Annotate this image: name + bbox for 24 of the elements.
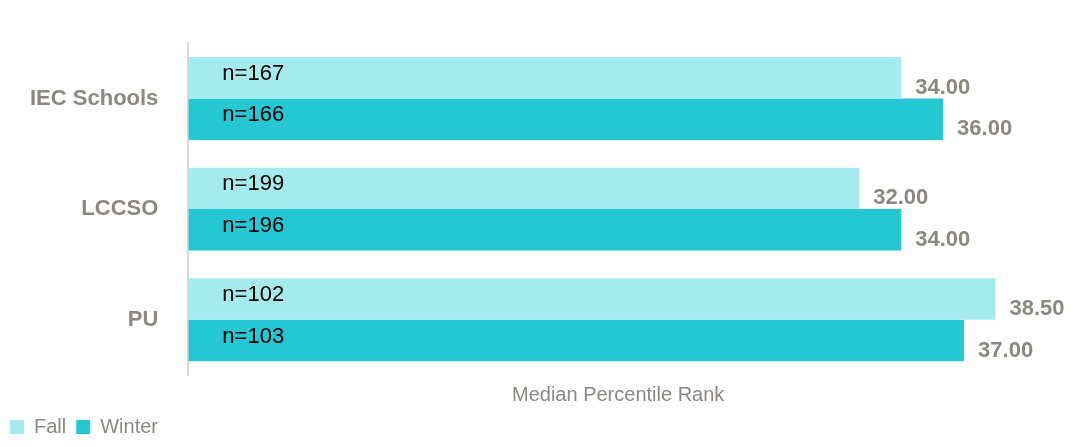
bar [188,209,902,251]
data-label: 34.00 [915,225,971,251]
annotation: n=196 [222,211,285,237]
data-label: 36.00 [957,115,1013,141]
annotation: n=199 [222,170,285,196]
legend-label: Fall [34,414,67,437]
data-label: 32.00 [873,184,929,210]
data-label: 38.50 [1009,295,1065,321]
y-tick-label: PU [127,305,159,331]
bar [188,98,944,140]
data-label: 34.00 [915,73,971,99]
x-axis-title: Median Percentile Rank [512,382,726,405]
bar [188,57,902,99]
y-tick-label: IEC Schools [30,84,159,110]
y-tick-label: LCCSO [81,195,159,221]
annotation: n=166 [222,101,285,127]
annotation: n=103 [222,322,285,348]
data-label: 37.00 [978,336,1034,362]
annotation: n=102 [222,281,285,307]
legend-label: Winter [100,414,159,437]
bar [188,167,860,210]
annotation: n=167 [222,59,285,85]
bar [188,278,996,320]
bar [188,319,965,362]
